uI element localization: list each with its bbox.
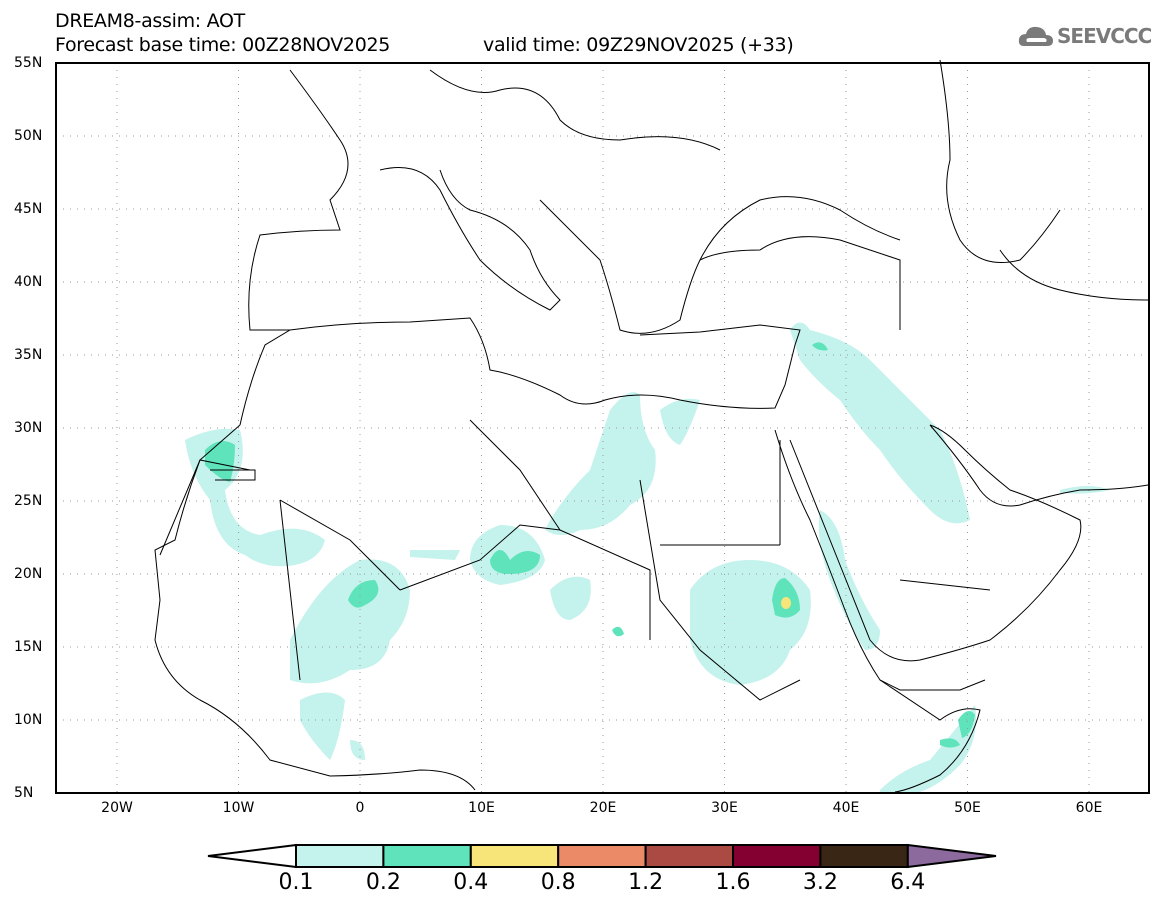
colorbar-label: 0.4 — [453, 870, 489, 895]
lat-label: 20N — [14, 566, 43, 582]
colorbar-label: 0.1 — [278, 870, 314, 895]
lat-label: 45N — [14, 201, 43, 217]
colorbar-bin — [382, 844, 472, 868]
lat-label: 25N — [14, 493, 43, 509]
lon-label: 10W — [222, 800, 255, 816]
colorbar — [207, 843, 997, 869]
lat-label: 15N — [14, 639, 43, 655]
colorbar-label: 1.6 — [715, 870, 751, 895]
colorbar-bin — [732, 844, 822, 868]
forecast-base-time: Forecast base time: 00Z28NOV2025 — [55, 34, 391, 56]
logo-text: SEEVCCC — [1057, 24, 1152, 48]
seevccc-logo: SEEVCCC — [1018, 24, 1152, 48]
lon-label: 30E — [711, 800, 738, 816]
colorbar-bin — [469, 844, 560, 868]
colorbar-label: 6.4 — [890, 870, 926, 895]
lon-label: 20E — [589, 800, 617, 816]
graticule — [56, 63, 1149, 793]
lat-label: 55N — [14, 55, 43, 71]
aot-0.4-0.8-area — [781, 597, 791, 609]
colorbar-bin — [644, 844, 734, 868]
coastlines-borders — [154, 59, 1149, 793]
valid-time: valid time: 09Z29NOV2025 (+33) — [483, 34, 794, 56]
colorbar-bin — [295, 844, 385, 868]
cloud-icon — [1018, 26, 1053, 46]
lat-label: 35N — [14, 347, 43, 363]
colorbar-bin — [557, 844, 647, 868]
lon-label: 50E — [954, 800, 981, 816]
colorbar-over-arrow — [906, 843, 997, 869]
lat-label: 10N — [14, 712, 43, 728]
map-title: DREAM8-assim: AOT — [55, 10, 245, 32]
colorbar-under-arrow — [207, 843, 297, 869]
colorbar-label: 0.2 — [365, 870, 401, 895]
lat-label: 40N — [14, 274, 43, 290]
colorbar-label: 1.2 — [628, 870, 664, 895]
lon-label: 0 — [355, 800, 365, 816]
lat-label: 30N — [14, 420, 43, 436]
lat-label: 5N — [14, 785, 34, 801]
colorbar-label: 3.2 — [802, 870, 838, 895]
lon-label: 40E — [832, 800, 860, 816]
dust-aot-field — [185, 322, 1110, 792]
lon-label: 60E — [1075, 800, 1103, 816]
map-frame — [55, 62, 1150, 794]
lon-label: 20W — [101, 800, 133, 816]
lon-label: 10E — [468, 800, 495, 816]
colorbar-label: 0.8 — [540, 870, 576, 895]
lat-label: 50N — [14, 128, 43, 144]
colorbar-bin — [819, 844, 909, 868]
